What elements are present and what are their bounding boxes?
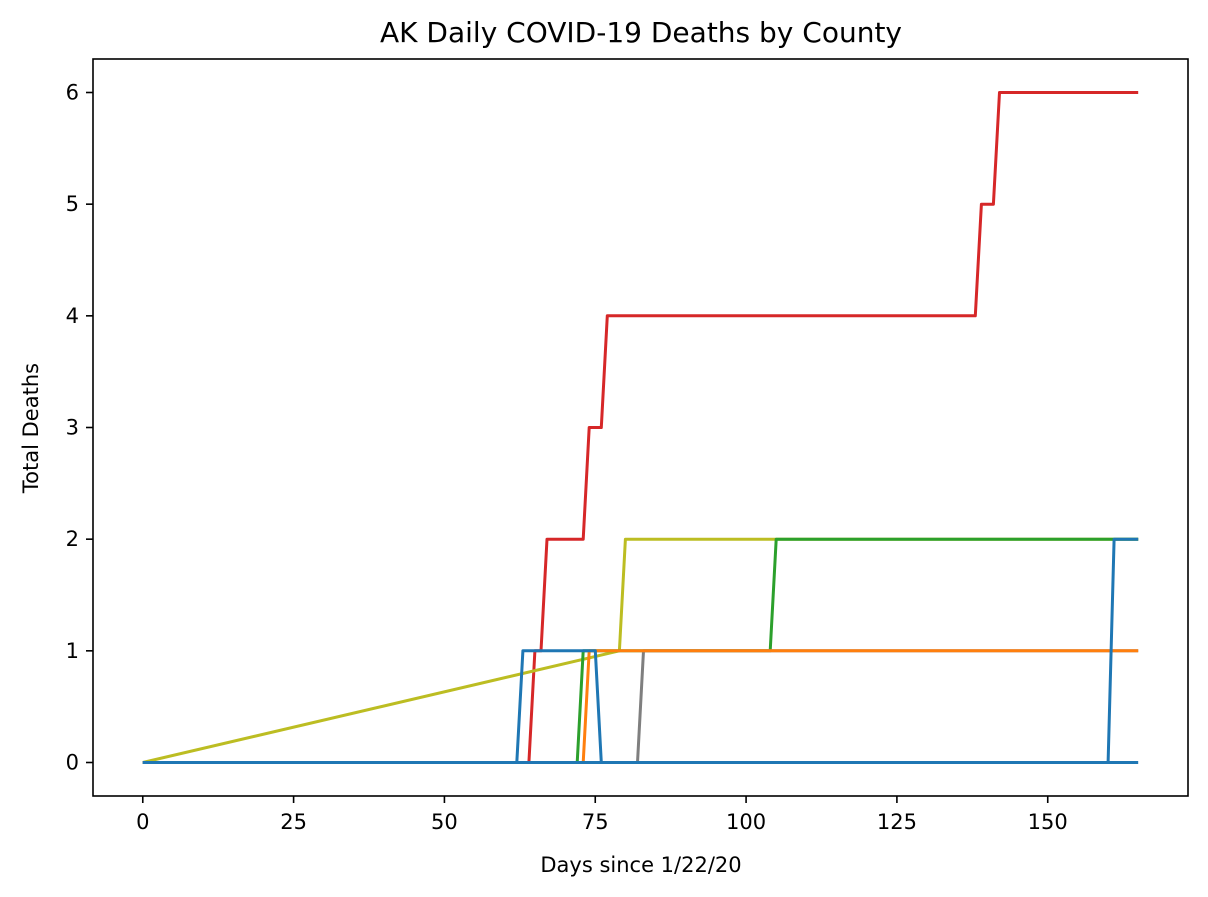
series-line-7 (142, 537, 1139, 764)
y-tick-label: 5 (66, 192, 79, 216)
y-axis: 0 1 2 3 4 5 6 (66, 81, 93, 775)
plot-frame (92, 58, 1189, 797)
y-tick-label: 4 (66, 304, 79, 328)
x-axis-label: Days since 1/22/20 (540, 853, 741, 877)
x-tick-label: 125 (877, 810, 917, 834)
y-tick-label: 2 (66, 527, 79, 551)
y-axis-label: Total Deaths (19, 363, 43, 494)
series-line-4 (142, 649, 1139, 764)
x-tick-label: 100 (726, 810, 766, 834)
series-line-1 (142, 91, 1139, 764)
x-tick-label: 150 (1028, 810, 1068, 834)
x-tick-label: 50 (431, 810, 458, 834)
y-tick-label: 6 (66, 81, 79, 105)
chart-title: AK Daily COVID-19 Deaths by County (380, 16, 902, 49)
x-tick-label: 75 (582, 810, 609, 834)
y-tick-label: 3 (66, 416, 79, 440)
series-layer (142, 91, 1139, 764)
x-tick-label: 0 (136, 810, 149, 834)
x-axis: 0 25 50 75 100 125 150 (136, 796, 1068, 834)
y-tick-label: 0 (66, 751, 79, 775)
x-tick-label: 25 (280, 810, 307, 834)
y-tick-label: 1 (66, 639, 79, 663)
